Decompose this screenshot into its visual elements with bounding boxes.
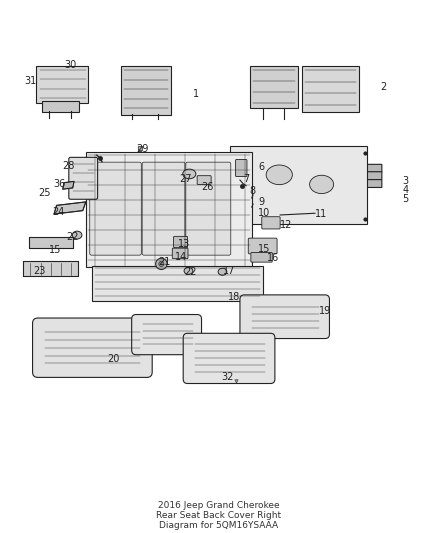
- Polygon shape: [29, 237, 73, 248]
- Text: 27: 27: [180, 174, 192, 184]
- Polygon shape: [302, 66, 359, 111]
- FancyBboxPatch shape: [186, 162, 231, 255]
- Text: 12: 12: [280, 220, 293, 230]
- Text: 24: 24: [52, 207, 64, 217]
- Text: 15: 15: [258, 244, 271, 254]
- Ellipse shape: [183, 169, 196, 179]
- Polygon shape: [35, 66, 88, 103]
- Text: 26: 26: [201, 182, 214, 192]
- FancyBboxPatch shape: [262, 217, 280, 229]
- Ellipse shape: [184, 268, 193, 274]
- Text: 13: 13: [177, 239, 190, 249]
- FancyBboxPatch shape: [142, 162, 185, 255]
- Text: 32: 32: [221, 372, 233, 382]
- Text: 4: 4: [403, 185, 409, 195]
- Text: 5: 5: [403, 194, 409, 204]
- Polygon shape: [92, 265, 263, 301]
- Polygon shape: [54, 202, 86, 214]
- Text: 8: 8: [250, 187, 256, 196]
- Polygon shape: [86, 152, 252, 268]
- Polygon shape: [230, 147, 367, 224]
- Text: 18: 18: [228, 292, 240, 302]
- FancyBboxPatch shape: [173, 236, 187, 248]
- FancyBboxPatch shape: [132, 314, 201, 354]
- Text: 30: 30: [64, 60, 76, 70]
- Text: 3: 3: [403, 176, 409, 187]
- Text: 36: 36: [53, 180, 65, 189]
- Text: 22: 22: [184, 266, 197, 277]
- Text: 29: 29: [136, 144, 148, 155]
- Text: 9: 9: [258, 197, 265, 207]
- Text: 19: 19: [319, 306, 332, 316]
- Circle shape: [155, 258, 167, 270]
- FancyBboxPatch shape: [90, 162, 141, 255]
- Ellipse shape: [310, 175, 334, 193]
- Polygon shape: [63, 181, 74, 189]
- Text: 2016 Jeep Grand Cherokee
Rear Seat Back Cover Right
Diagram for 5QM16YSAAA: 2016 Jeep Grand Cherokee Rear Seat Back …: [156, 500, 282, 530]
- Text: 20: 20: [108, 354, 120, 364]
- Polygon shape: [250, 66, 297, 108]
- FancyBboxPatch shape: [172, 248, 188, 259]
- FancyBboxPatch shape: [251, 253, 272, 262]
- Text: 6: 6: [258, 162, 265, 172]
- Text: 2: 2: [381, 83, 387, 93]
- FancyBboxPatch shape: [248, 238, 277, 254]
- Polygon shape: [121, 66, 171, 115]
- Text: 14: 14: [175, 252, 187, 262]
- FancyBboxPatch shape: [240, 295, 329, 338]
- Text: 10: 10: [258, 208, 271, 218]
- Text: 23: 23: [33, 266, 46, 276]
- FancyBboxPatch shape: [367, 180, 382, 188]
- Text: 15: 15: [49, 245, 61, 255]
- Ellipse shape: [218, 268, 227, 275]
- Circle shape: [159, 261, 164, 266]
- Polygon shape: [42, 101, 79, 111]
- FancyBboxPatch shape: [367, 164, 382, 172]
- Text: 11: 11: [315, 209, 327, 219]
- Ellipse shape: [266, 165, 292, 184]
- Text: 17: 17: [223, 266, 236, 276]
- FancyBboxPatch shape: [69, 157, 98, 199]
- Text: 28: 28: [62, 161, 74, 171]
- Text: 25: 25: [38, 188, 50, 198]
- Text: 31: 31: [25, 76, 37, 86]
- Text: 21: 21: [158, 257, 170, 267]
- Polygon shape: [23, 261, 78, 276]
- FancyBboxPatch shape: [236, 159, 247, 176]
- FancyBboxPatch shape: [32, 318, 152, 377]
- Polygon shape: [38, 323, 147, 372]
- FancyBboxPatch shape: [197, 176, 211, 184]
- FancyBboxPatch shape: [367, 172, 382, 180]
- Text: 1: 1: [193, 89, 199, 99]
- Text: 22: 22: [66, 232, 79, 242]
- Ellipse shape: [72, 231, 82, 239]
- FancyBboxPatch shape: [183, 333, 275, 384]
- Text: 7: 7: [243, 174, 249, 184]
- Text: 16: 16: [267, 253, 279, 263]
